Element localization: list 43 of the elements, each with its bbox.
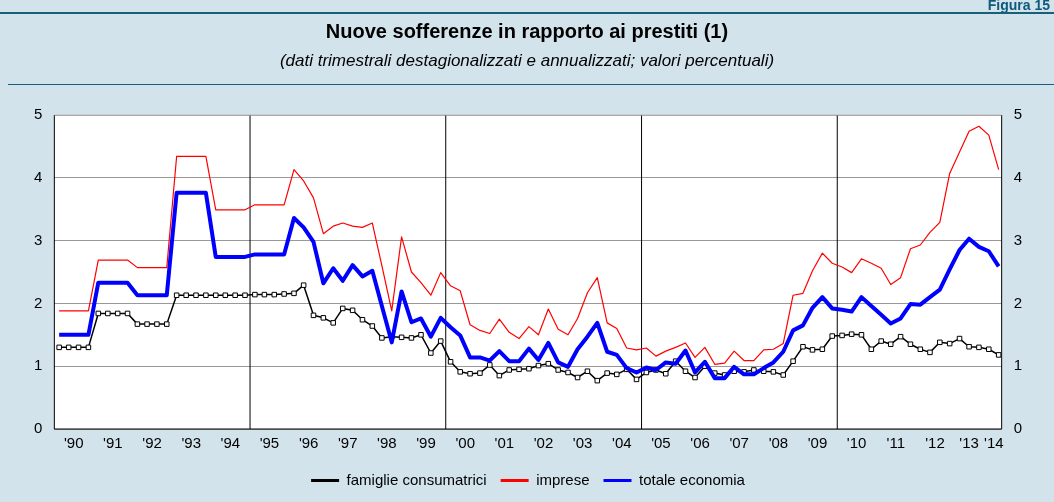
y2-tick-label: 3	[1013, 230, 1022, 248]
x-tick-label: '00	[455, 434, 476, 452]
y-tick-label: 1	[34, 356, 43, 374]
y2-tick-label: 4	[1013, 167, 1022, 185]
x-tick-label: '02	[533, 434, 554, 452]
x-tick-label: '07	[729, 434, 749, 452]
x-tick-label: '93	[181, 434, 201, 452]
x-tick-label: '06	[690, 434, 710, 452]
chart-title: Nuove sofferenze in rapporto ai prestiti (1)	[324, 20, 730, 43]
x-tick-label: '04	[612, 434, 632, 452]
x-tick-label: '11	[886, 434, 905, 452]
legend-label: imprese	[536, 470, 590, 488]
x-tick-label: '98	[377, 434, 397, 452]
x-tick-label: '03	[572, 434, 593, 452]
y-tick-label: 4	[34, 167, 43, 185]
y-tick-label: 0	[34, 419, 43, 437]
x-tick-label: '92	[142, 434, 162, 452]
x-tick-label: '91	[103, 434, 123, 452]
y2-tick-label: 5	[1013, 105, 1022, 123]
chart-subtitle: (dati trimestrali destagionalizzati e annualizzati; valori percentuali)	[278, 51, 776, 71]
text: Figura 15	[987, 0, 1050, 13]
x-tick-label: '13	[959, 434, 979, 452]
x-tick-label: '08	[768, 434, 789, 452]
x-tick-label: '10	[846, 434, 867, 452]
x-tick-label: '12	[925, 434, 945, 452]
x-tick-label: '95	[259, 434, 280, 452]
x-tick-label: '01	[494, 434, 515, 452]
x-tick-label: '09	[807, 434, 828, 452]
x-tick-label: '94	[220, 434, 241, 452]
y-tick-label: 5	[34, 105, 43, 123]
x-tick-label: '96	[298, 434, 319, 452]
y2-tick-label: 2	[1013, 293, 1022, 311]
x-tick-label: '05	[651, 434, 671, 452]
x-tick-label: '14	[984, 434, 1004, 452]
y2-tick-label: 1	[1013, 356, 1022, 374]
x-tick-label: '90	[63, 434, 84, 452]
y-tick-label: 3	[34, 230, 43, 248]
legend-label: famiglie consumatrici	[346, 470, 487, 488]
x-tick-label: '97	[338, 434, 358, 452]
x-tick-label: '99	[416, 434, 436, 452]
y2-tick-label: 0	[1013, 419, 1022, 437]
y-tick-label: 2	[34, 293, 43, 311]
legend-label: totale economia	[639, 470, 746, 488]
